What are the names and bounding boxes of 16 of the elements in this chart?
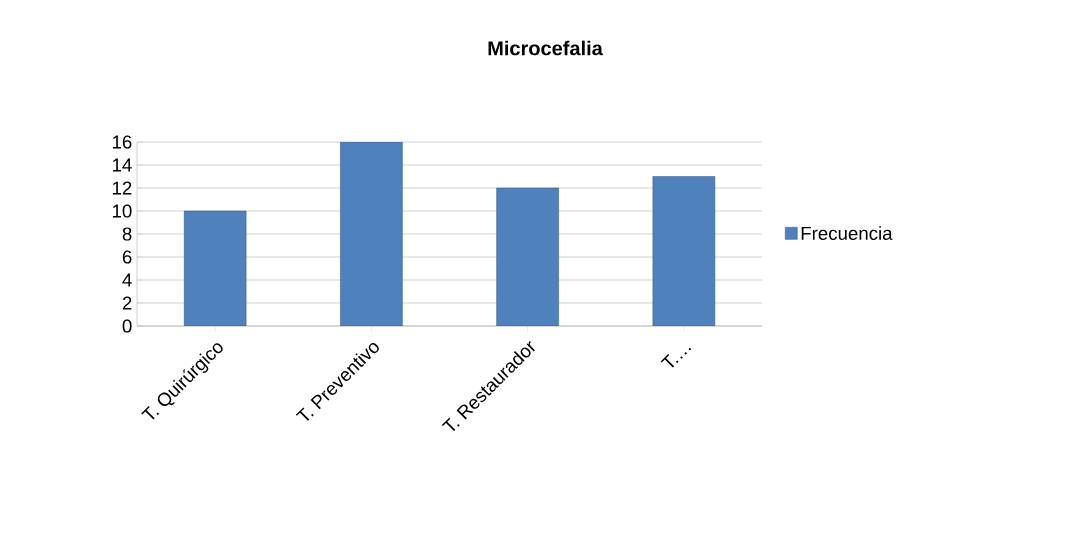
y-tick-label: 12 (112, 181, 132, 195)
y-tick-label: 6 (122, 250, 132, 264)
y-tick-label: 0 (122, 319, 132, 333)
bar (183, 210, 247, 326)
y-tick-label: 8 (122, 227, 132, 241)
bar (652, 176, 716, 326)
y-tick-label: 2 (122, 296, 132, 310)
bar (340, 142, 403, 326)
y-tick-label: 16 (112, 135, 132, 149)
y-tick-label: 10 (112, 204, 132, 218)
legend-label: Frecuencia (801, 226, 893, 240)
x-tick-label: T.… (660, 347, 692, 368)
chart-title: Microcefalia (488, 40, 603, 56)
y-tick-label: 4 (122, 273, 132, 287)
y-tick-label: 14 (112, 158, 132, 172)
bar (496, 187, 559, 326)
